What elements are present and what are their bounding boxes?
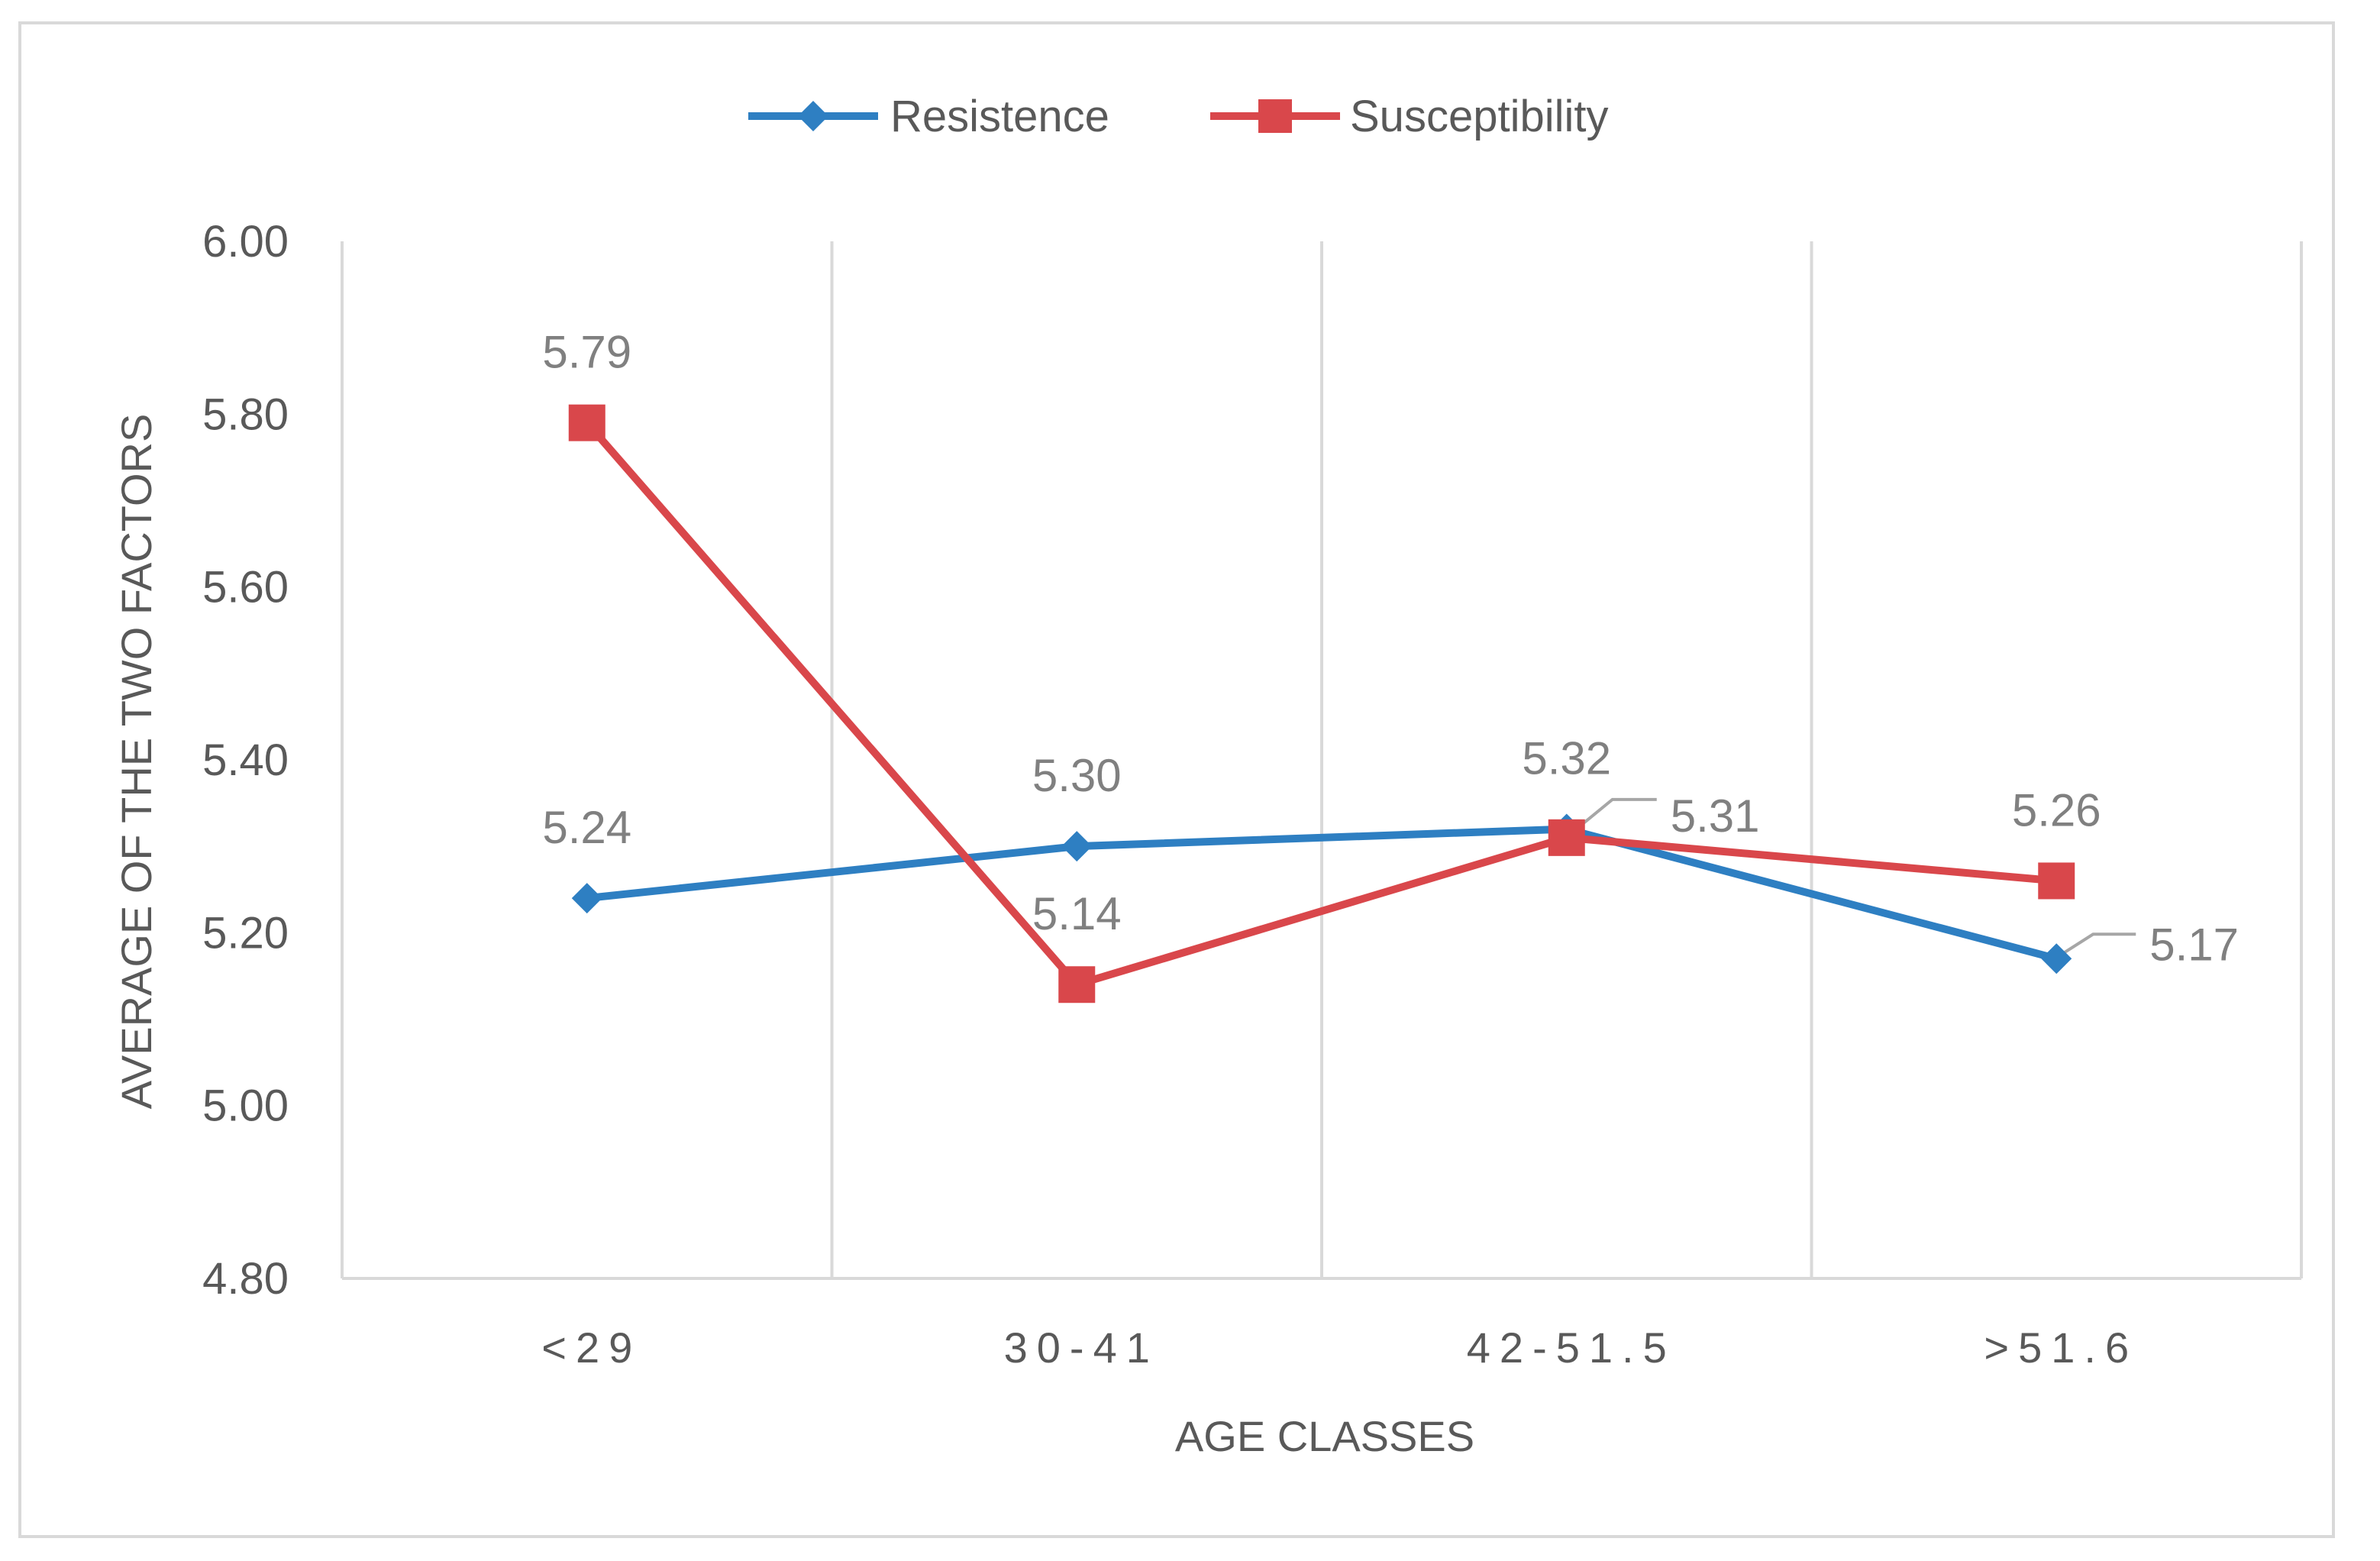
data-label-resistence: 5.17 <box>2149 919 2239 970</box>
axes: 4.80 5.00 5.20 5.40 5.60 5.80 6.00 <29 30-41 42-5… <box>202 217 2301 1372</box>
legend-item-susceptibility[interactable]: Susceptibility <box>1210 92 1608 141</box>
data-point-resistence[interactable] <box>1061 831 1093 862</box>
legend: Resistence Susceptibility <box>748 92 1608 141</box>
legend-marker-susceptibility <box>1258 99 1292 133</box>
gridlines <box>341 241 2303 1278</box>
data-point-susceptibility[interactable] <box>568 404 605 441</box>
y-tick-label: 4.80 <box>202 1254 289 1304</box>
data-label-resistence: 5.32 <box>1522 733 1611 784</box>
x-tick-label: >51.6 <box>1984 1323 2138 1372</box>
x-tick-label: 30-41 <box>1004 1323 1159 1372</box>
y-tick-label: 5.60 <box>202 563 289 612</box>
data-label-leader <box>2059 932 2136 957</box>
y-tick-label: 6.00 <box>202 217 289 267</box>
y-axis-title: AVERAGE OF THE TWO FACTORS <box>112 414 160 1110</box>
x-tick-label: 42-51.5 <box>1467 1323 1676 1372</box>
y-tick-label: 5.20 <box>202 908 289 958</box>
x-tick-label: <29 <box>541 1323 641 1372</box>
data-label-susceptibility: 5.79 <box>542 327 631 378</box>
series-line-resistence <box>586 825 2058 963</box>
data-point-susceptibility[interactable] <box>2038 862 2075 900</box>
data-point-susceptibility[interactable] <box>1548 819 1585 856</box>
data-point-resistence[interactable] <box>2041 943 2072 974</box>
data-label-resistence: 5.30 <box>1032 750 1122 801</box>
data-label-susceptibility: 5.14 <box>1032 888 1122 939</box>
data-label-susceptibility: 5.26 <box>2012 784 2101 835</box>
data-label-susceptibility: 5.31 <box>1671 790 1760 842</box>
y-tick-label: 5.80 <box>202 389 289 439</box>
series-lines <box>583 420 2058 989</box>
series-markers <box>568 404 2075 1004</box>
series-line-susceptibility <box>583 420 2057 989</box>
y-tick-label: 5.40 <box>202 735 289 785</box>
data-labels: 5.24 5.30 5.32 5.17 5.79 5.14 5.31 5.26 <box>542 327 2239 971</box>
legend-marker-resistence <box>798 101 828 131</box>
data-point-resistence[interactable] <box>571 883 602 914</box>
y-tick-label: 5.00 <box>202 1081 289 1131</box>
legend-item-resistence[interactable]: Resistence <box>748 92 1109 141</box>
legend-label-susceptibility: Susceptibility <box>1350 92 1608 141</box>
legend-label-resistence: Resistence <box>890 92 1109 141</box>
data-point-susceptibility[interactable] <box>1058 966 1096 1004</box>
data-label-resistence: 5.24 <box>542 802 631 853</box>
chart-frame <box>18 21 2335 1538</box>
x-axis-title: AGE CLASSES <box>1175 1412 1474 1460</box>
